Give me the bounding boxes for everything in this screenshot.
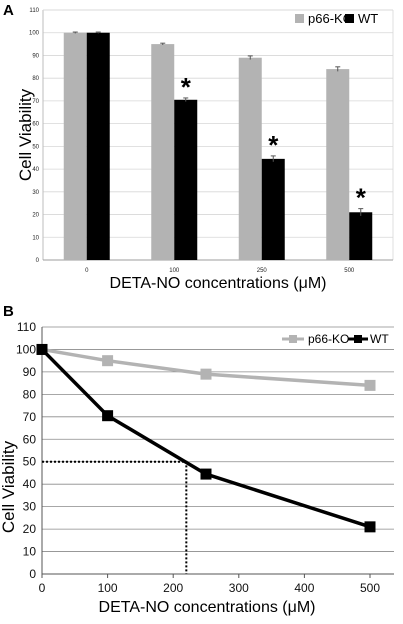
panel-a-legend-label: WT xyxy=(358,11,378,26)
panel-b-x-axis-label: DETA-NO concentrations (μM) xyxy=(99,599,316,616)
panel-a-y-tick-label: 70 xyxy=(32,99,39,105)
panel-b-marker-wt xyxy=(102,410,114,422)
panel-a-bar-p66-ko xyxy=(238,57,262,261)
panel-a-letter: A xyxy=(3,2,14,19)
panel-a-x-tick-label: 0 xyxy=(85,268,89,274)
panel-b-legend: p66-KO WT xyxy=(282,332,389,346)
panel-b-y-tick-label: 10 xyxy=(23,545,37,559)
panel-a-legend-swatch-wt xyxy=(345,14,354,23)
panel-a-y-tick-label: 20 xyxy=(32,213,39,219)
panel-b-legend-label: WT xyxy=(370,332,389,346)
panel-a-bar-chart: A 0 10 20 30 40 50 60 70 80 90 100 110 0 100 250 500 *… xyxy=(3,2,394,292)
panel-b-y-axis-label: Cell Viability xyxy=(0,440,18,533)
panel-a-legend-swatch-p66-ko xyxy=(295,14,304,23)
panel-a-y-tick-label: 0 xyxy=(36,258,40,264)
panel-a-y-tick-label: 60 xyxy=(32,122,39,128)
panel-b-y-tick-label: 100 xyxy=(16,342,36,356)
panel-a-x-ticks: 0 100 250 500 xyxy=(85,268,355,274)
panel-a-bar-wt xyxy=(349,212,373,260)
panel-a-bar-wt xyxy=(174,99,198,260)
panel-a-y-tick-label: 80 xyxy=(32,76,39,82)
panel-b-marker-p66-ko xyxy=(364,379,376,391)
panel-b-x-tick-label: 400 xyxy=(294,581,314,595)
panel-b-y-tick-label: 30 xyxy=(23,500,37,514)
panel-b-y-tick-label: 80 xyxy=(23,387,37,401)
panel-b-marker-p66-ko xyxy=(200,368,212,380)
panel-b-y-tick-label: 70 xyxy=(23,410,37,424)
panel-b-y-tick-label: 0 xyxy=(29,567,36,581)
panel-a-bars xyxy=(63,31,373,261)
panel-b-x-tick-label: 0 xyxy=(39,581,46,595)
panel-b-y-tick-label: 90 xyxy=(23,365,37,379)
panel-a-bar-p66-ko xyxy=(326,69,350,260)
panel-b-series xyxy=(36,343,376,533)
panel-b-line-chart: B 0 10 20 30 40 50 60 70 80 90 100 110 0 100 200 300 40… xyxy=(0,303,394,616)
panel-a-y-tick-label: 40 xyxy=(32,167,39,173)
panel-a-x-tick-label: 500 xyxy=(344,268,355,274)
panel-a-y-tick-label: 30 xyxy=(32,190,39,196)
panel-b-line-p66-ko xyxy=(41,347,371,388)
panel-b-y-tick-label: 60 xyxy=(23,432,37,446)
panel-a-legend: p66-KO WT xyxy=(295,11,378,26)
panel-a-significance-star: * xyxy=(181,72,192,102)
panel-b-y-ticks: 0 10 20 30 40 50 60 70 80 90 100 110 xyxy=(16,320,36,581)
panel-a-significance-star: * xyxy=(268,130,279,160)
panel-b-line-wt xyxy=(40,348,371,529)
panel-b-x-tick-label: 300 xyxy=(229,581,249,595)
panel-b-x-tick-label: 100 xyxy=(98,581,118,595)
panel-a-x-axis-label: DETA-NO concentrations (μM) xyxy=(110,275,327,292)
panel-b-marker-wt xyxy=(364,521,376,533)
panel-b-legend-marker-p66-ko xyxy=(289,335,297,343)
panel-b-x-tick-label: 500 xyxy=(360,581,380,595)
panel-b-ic50-guide xyxy=(42,460,188,574)
panel-b-grid xyxy=(41,326,394,575)
panel-b-marker-p66-ko xyxy=(102,355,114,367)
panel-a-bar-wt xyxy=(86,32,110,261)
panel-b-y-tick-label: 40 xyxy=(23,477,37,491)
panel-b-marker-wt xyxy=(200,468,212,480)
panel-a-legend-label: p66-KO xyxy=(308,11,353,26)
panel-a-bar-p66-ko xyxy=(63,32,87,261)
panel-a-y-tick-label: 100 xyxy=(29,31,40,37)
panel-a-y-ticks: 0 10 20 30 40 50 60 70 80 90 100 110 xyxy=(29,8,40,264)
panel-b-y-tick-label: 20 xyxy=(23,522,37,536)
panel-b-marker-wt xyxy=(36,343,48,355)
panel-b-letter: B xyxy=(3,303,14,320)
panel-a-y-tick-label: 90 xyxy=(32,53,39,59)
panel-a-y-axis-label: Cell Viability xyxy=(16,88,35,181)
panel-a-x-tick-label: 100 xyxy=(169,268,180,274)
panel-b-legend-label: p66-KO xyxy=(308,332,349,346)
panel-b-x-tick-label: 200 xyxy=(163,581,183,595)
panel-a-bar-wt xyxy=(261,158,285,260)
panel-a-significance-star: * xyxy=(356,183,367,213)
panel-a-y-tick-label: 50 xyxy=(32,144,39,150)
panel-a-y-tick-label: 10 xyxy=(32,235,39,241)
panel-b-ic50-dotted-line xyxy=(42,460,188,574)
panel-b-legend-marker-wt xyxy=(354,335,362,343)
panel-a-x-tick-label: 250 xyxy=(257,268,268,274)
panel-b-y-tick-label: 110 xyxy=(17,320,36,334)
panel-a-bar-p66-ko xyxy=(151,44,175,260)
panel-a-y-tick-label: 110 xyxy=(29,8,39,14)
panel-b-x-ticks: 0 100 200 300 400 500 xyxy=(39,574,380,595)
panel-b-y-tick-label: 50 xyxy=(23,455,37,469)
panel-a-significance-stars: * * * xyxy=(181,72,367,213)
